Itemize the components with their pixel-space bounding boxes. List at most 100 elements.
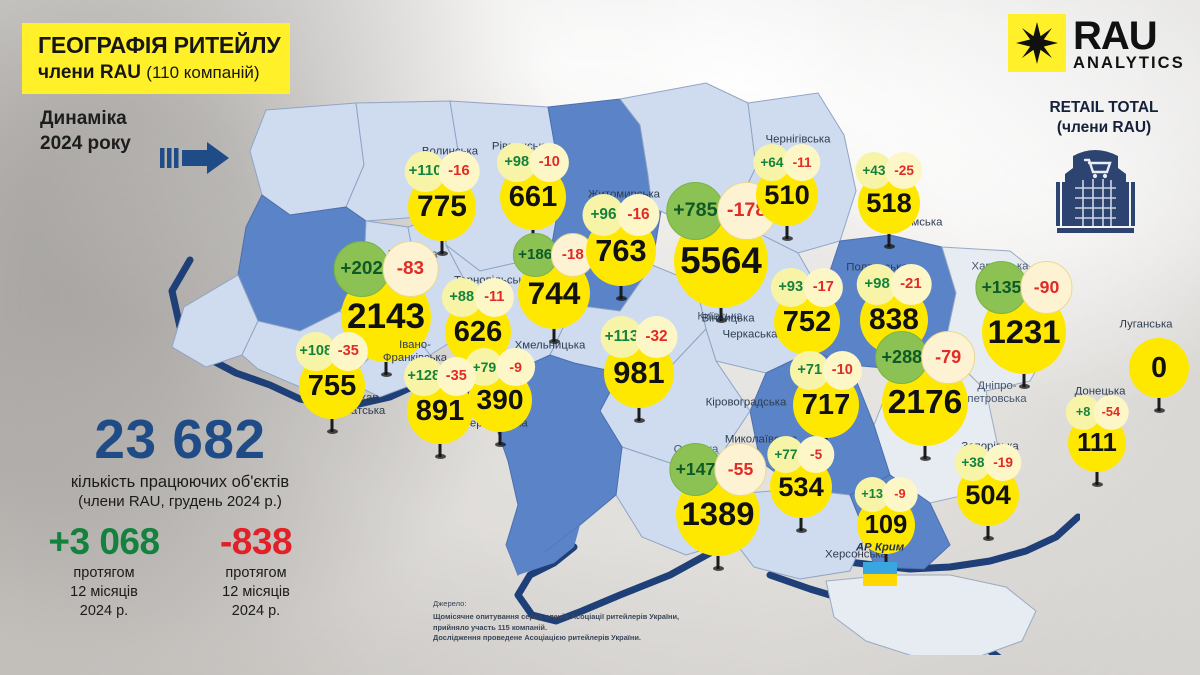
bubble-pin <box>887 232 891 247</box>
region-value-bubble[interactable]: 763 +96 -16 <box>582 193 660 299</box>
total-objects-value: 23 682 <box>94 408 266 470</box>
region-closed-delta: -11 <box>474 277 515 318</box>
region-closed-delta: -90 <box>1020 261 1073 314</box>
region-opened-delta: +202 <box>333 241 390 298</box>
flag-top-band <box>863 562 897 574</box>
region-value-bubble[interactable]: 518 +43 -25 <box>855 152 923 247</box>
region-closed-delta: -83 <box>382 241 439 298</box>
region-crimea <box>825 574 1037 655</box>
region-value-bubble[interactable]: 626 +88 -11 <box>441 277 515 378</box>
page-subtitle: члени RAU (110 компаній) <box>38 62 278 83</box>
region-closed-delta: -25 <box>885 152 923 190</box>
dynamics-line1: Динаміка <box>40 108 127 129</box>
region-delta-group: +77 -5 <box>767 436 835 474</box>
flag-bottom-band <box>863 574 897 586</box>
bubble-pin <box>719 306 723 321</box>
region-delta-group: +110 -16 <box>404 151 480 193</box>
rau-logo[interactable]: RAU ANALYTICS <box>1008 14 1185 72</box>
region-delta-group: +113 -32 <box>600 315 678 358</box>
eight-point-star-icon <box>1008 14 1066 72</box>
region-closed-delta: -54 <box>1093 395 1129 431</box>
region-delta-group: +64 -11 <box>753 144 821 182</box>
title-plate: ГЕОГРАФІЯ РИТЕЙЛУ члени RAU (110 компані… <box>22 23 290 95</box>
closed-note: протягом 12 місяців 2024 р. <box>222 565 290 620</box>
region-value-bubble[interactable]: 775 +110 -16 <box>404 151 480 254</box>
bubble-pin <box>799 516 803 531</box>
region-delta-group: +98 -21 <box>856 264 932 306</box>
region-value-bubble[interactable]: 390 +79 -9 <box>465 347 535 445</box>
retail-total-caption: RETAIL TOTAL (члени RAU) <box>1020 98 1188 138</box>
region-value-bubble[interactable]: 0 <box>1129 338 1189 411</box>
region-delta-group: +147 -55 <box>669 443 767 496</box>
kpi-opened: +3 068 протягом 12 місяців 2024 р. <box>33 523 175 621</box>
bubble-pin <box>498 430 502 445</box>
region-delta-group: +93 -17 <box>770 267 844 308</box>
region-closed-delta: -9 <box>882 477 918 513</box>
region-objects-count: 0 <box>1129 338 1189 398</box>
region-delta-group: +108 -35 <box>295 331 369 372</box>
region-value-bubble[interactable]: 755 +108 -35 <box>295 331 369 432</box>
region-delta-group: +96 -16 <box>582 193 660 236</box>
region-opened-delta: +785 <box>666 182 725 241</box>
region-opened-delta: +135 <box>975 261 1028 314</box>
region-value-bubble[interactable]: 504 +38 -19 <box>954 444 1022 539</box>
region-value-bubble[interactable]: 661 +98 -10 <box>496 142 570 243</box>
region-closed-delta: -9 <box>496 347 535 386</box>
bubble-pin <box>785 224 789 239</box>
region-closed-delta: -10 <box>529 142 570 183</box>
region-value-bubble[interactable]: 981 +113 -32 <box>600 315 678 421</box>
region-opened-delta: +38 <box>954 444 992 482</box>
region-closed-delta: -19 <box>984 444 1022 482</box>
region-closed-delta: -55 <box>714 443 767 496</box>
dynamics-line2: 2024 року <box>40 133 131 155</box>
source-header: Джерело: <box>433 599 467 608</box>
region-value-bubble[interactable]: 111 +8 -54 <box>1065 395 1129 485</box>
source-line1: Щомісячне опитування серед членів Асоціа… <box>433 612 680 621</box>
region-label: Кіровоградська <box>705 396 787 409</box>
bubble-pin <box>923 444 927 459</box>
region-value-bubble[interactable]: 717 +71 -10 <box>789 350 863 451</box>
region-value-bubble[interactable]: 2143 +202 -83 <box>333 241 439 375</box>
region-opened-delta: +186 <box>512 232 558 278</box>
region-closed-delta: -79 <box>921 330 975 385</box>
bubble-pin <box>884 552 888 567</box>
region-closed-delta: -35 <box>328 331 369 372</box>
region-delta-group: +98 -10 <box>496 142 570 183</box>
shopping-mall-icon <box>1056 150 1135 233</box>
region-value-bubble[interactable]: 2176 +288 -79 <box>875 330 975 459</box>
region-closed-delta: -11 <box>783 144 821 182</box>
region-value-bubble[interactable]: 1389 +147 -55 <box>669 443 767 569</box>
bubble-pin <box>637 406 641 421</box>
ukraine-flag-icon <box>863 562 897 586</box>
region-opened-delta: +64 <box>753 144 791 182</box>
kpi-block: 23 682 кількість працюючих об'єктів (чле… <box>30 412 330 621</box>
region-value-bubble[interactable]: 5564 +785 -178 <box>666 182 776 321</box>
region-value-bubble[interactable]: 752 +93 -17 <box>770 267 844 368</box>
bubble-pin <box>986 524 990 539</box>
opened-value: +3 068 <box>48 521 160 563</box>
region-delta-group: +186 -18 <box>512 232 596 278</box>
rau-name: RAU <box>1073 14 1158 58</box>
region-delta-group: +8 -54 <box>1065 395 1129 431</box>
region-closed-delta: -16 <box>438 151 480 193</box>
region-delta-group: +128 -35 <box>403 356 477 397</box>
region-value-bubble[interactable]: 744 +186 -18 <box>512 232 596 342</box>
region-value-bubble[interactable]: 510 +64 -11 <box>753 144 821 239</box>
region-delta-group: +288 -79 <box>875 330 975 385</box>
dynamics-caption: Динаміка 2024 року <box>40 106 131 156</box>
region-delta-group: +71 -10 <box>789 350 863 391</box>
region-delta-group: +13 -9 <box>854 477 918 513</box>
region-delta-group: +43 -25 <box>855 152 923 190</box>
region-label: Вінницька <box>701 312 755 325</box>
bubble-pin <box>1022 372 1026 387</box>
kpi-closed: -838 протягом 12 місяців 2024 р. <box>185 523 327 621</box>
region-delta-group: +88 -11 <box>441 277 515 318</box>
rau-wordmark: RAU ANALYTICS <box>1073 14 1185 72</box>
region-value-bubble[interactable]: 109 +13 -9 <box>854 477 918 567</box>
region-closed-delta: -5 <box>797 436 835 474</box>
region-value-bubble[interactable]: 1231 +135 -90 <box>975 261 1073 387</box>
region-closed-delta: -32 <box>635 315 678 358</box>
region-value-bubble[interactable]: 534 +77 -5 <box>767 436 835 531</box>
region-delta-group: +202 -83 <box>333 241 439 298</box>
region-value-bubble[interactable]: 891 +128 -35 <box>403 356 477 457</box>
